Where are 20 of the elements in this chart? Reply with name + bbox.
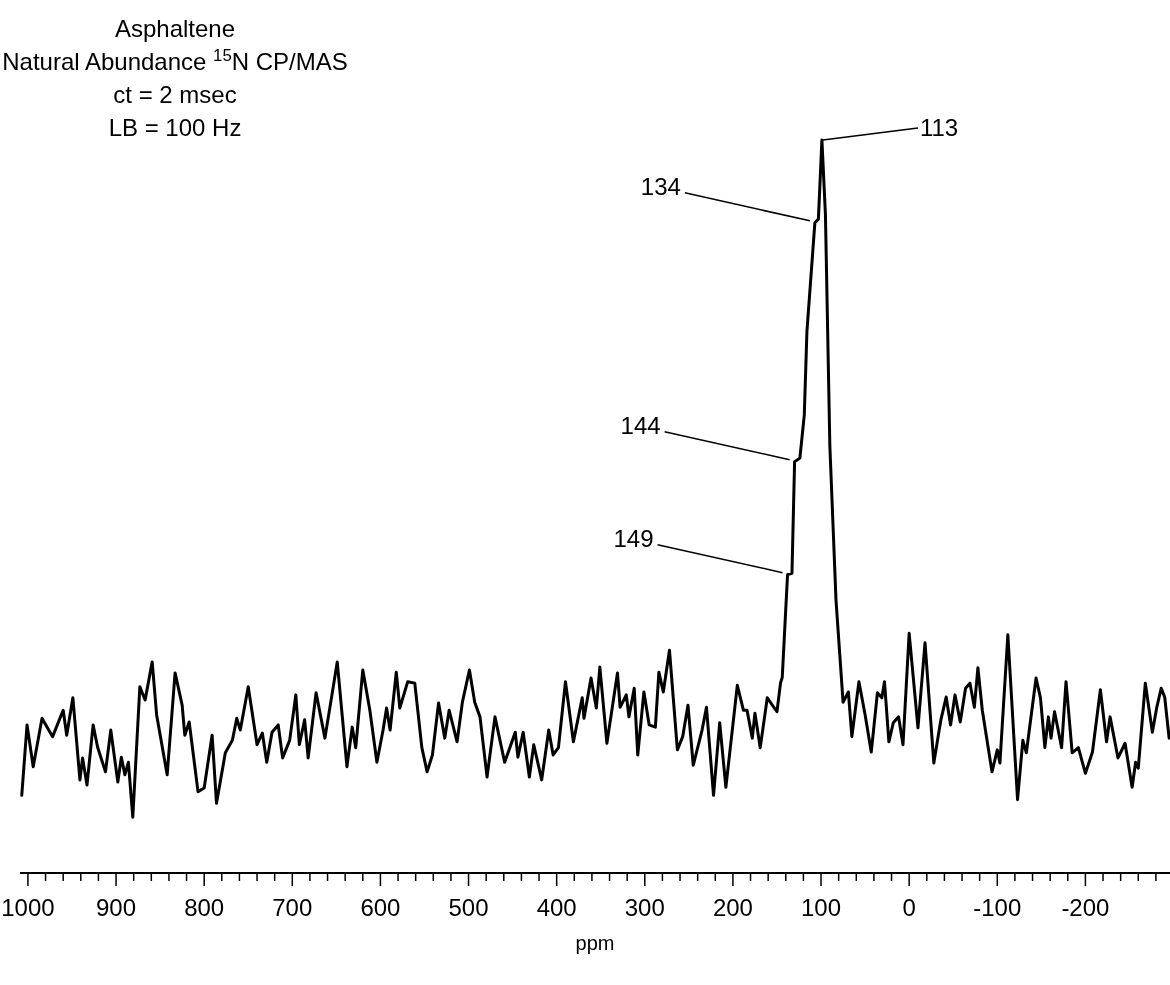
x-tick-label: -200 [1061, 894, 1110, 921]
x-axis-title: ppm [575, 932, 615, 954]
x-tick-label: 800 [184, 894, 225, 921]
annotation: 134 [640, 172, 681, 200]
x-tick-label: -100 [973, 894, 1022, 921]
annotation: 144 [620, 411, 661, 439]
x-tick-label: 900 [96, 894, 137, 921]
x-tick-label: 200 [712, 894, 753, 921]
x-tick-label: 400 [536, 894, 577, 921]
x-tick-label: 300 [624, 894, 665, 921]
chart-subtitle: Natural Abundance $^{15}$N CP/MAS ct = 2 msec LB = 100 Hz [2, 45, 348, 141]
x-tick-label: 500 [448, 894, 489, 921]
x-tick-label: 700 [272, 894, 313, 921]
annotation: 113 [919, 114, 959, 141]
annotation: 149 [613, 524, 654, 552]
chart-title: Asphaltene [114, 15, 236, 42]
x-tick-label: 100 [801, 894, 842, 921]
x-tick-label: 600 [360, 894, 401, 921]
x-tick-label: 1000 [1, 894, 55, 921]
x-tick-label: 0 [902, 894, 916, 921]
